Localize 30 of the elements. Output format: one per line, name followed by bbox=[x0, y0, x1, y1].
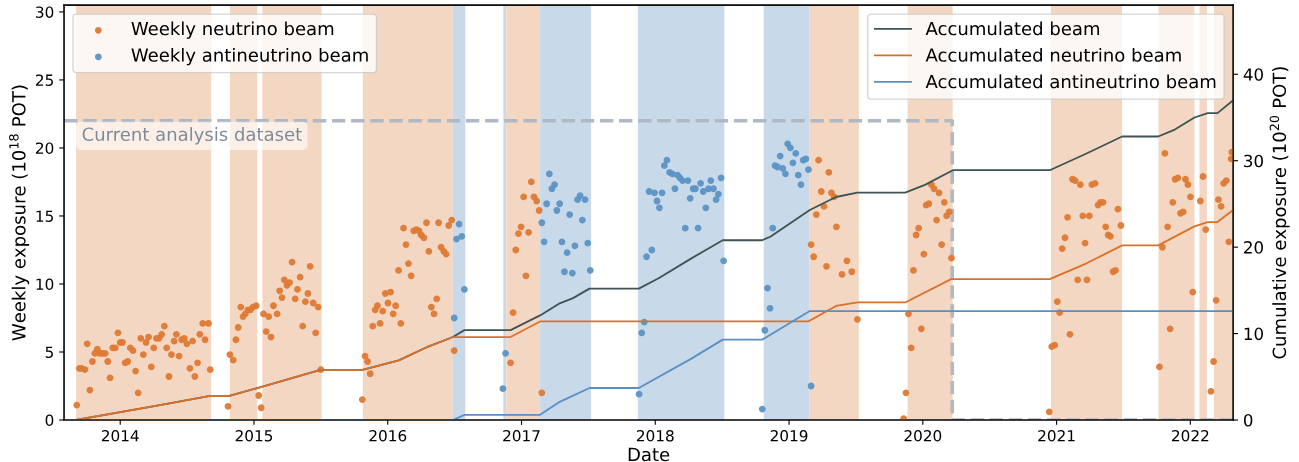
y-tick-label: 30 bbox=[36, 6, 54, 18]
x-tick-label: 2017 bbox=[503, 430, 540, 442]
y2-tick-label: 40 bbox=[1243, 68, 1263, 81]
x-tick-label: 2015 bbox=[235, 430, 273, 442]
y-tick-label: 15 bbox=[36, 210, 53, 222]
legend-label: Weekly neutrino beam bbox=[131, 21, 334, 39]
x-tick-label: 2016 bbox=[369, 430, 407, 442]
x-tick-label: 2020 bbox=[904, 430, 942, 442]
legend-label: Accumulated beam bbox=[925, 21, 1100, 36]
legend-label: Accumulated neutrino beam bbox=[925, 47, 1181, 62]
y-tick-label: 0 bbox=[45, 414, 54, 427]
y-tick-label: 5 bbox=[45, 346, 53, 359]
x-axis-title: Date bbox=[628, 447, 670, 462]
x-tick-label: 2022 bbox=[1172, 430, 1209, 442]
legend-label: Accumulated antineutrino beam bbox=[925, 74, 1216, 89]
y2-axis-title: Cumulative exposure (10$^{20}$ POT) bbox=[1269, 67, 1290, 359]
y-tick-label: 25 bbox=[36, 74, 53, 86]
y-tick-label: 20 bbox=[36, 142, 54, 154]
y-tick-label: 10 bbox=[36, 278, 54, 290]
y-axis-title: Weekly exposure (10$^{18}$ POT) bbox=[9, 85, 30, 341]
annotation: Current analysis dataset bbox=[82, 127, 302, 145]
y2-tick-label: 10 bbox=[1244, 327, 1263, 341]
x-tick-label: 2021 bbox=[1038, 430, 1075, 442]
y2-tick-label: 20 bbox=[1244, 241, 1263, 254]
x-tick-label: 2014 bbox=[101, 430, 139, 442]
y2-tick-label: 0 bbox=[1243, 413, 1253, 427]
x-tick-label: 2019 bbox=[770, 430, 808, 442]
x-tick-label: 2018 bbox=[636, 430, 674, 442]
legend-label: Weekly antineutrino beam bbox=[131, 47, 368, 66]
y2-tick-label: 30 bbox=[1244, 154, 1263, 168]
